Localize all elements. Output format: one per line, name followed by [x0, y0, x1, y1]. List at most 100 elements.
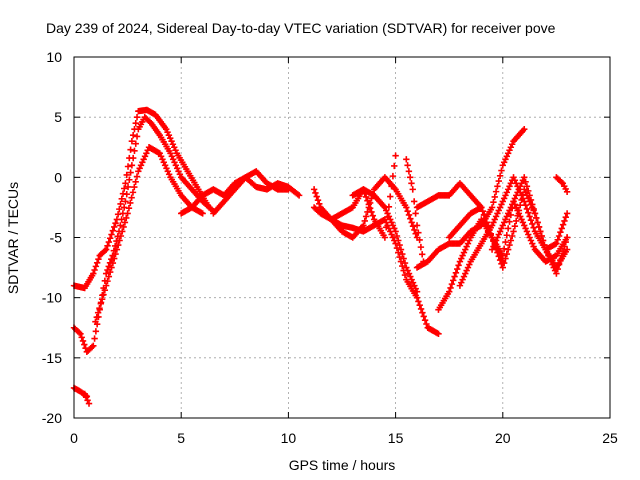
data-point [101, 247, 109, 254]
data-point [92, 318, 99, 325]
data-point [360, 222, 367, 229]
data-point [482, 215, 489, 222]
data-point [555, 232, 563, 240]
data-point [483, 219, 490, 226]
y-tick-label: -10 [42, 290, 62, 306]
data-point [109, 227, 117, 234]
data-point [123, 214, 130, 222]
data-point [563, 210, 571, 217]
data-point [450, 277, 457, 284]
data-point [122, 198, 129, 205]
y-tick-label: 5 [54, 109, 62, 125]
data-point [531, 210, 539, 217]
data-point [112, 250, 119, 258]
data-point [362, 193, 370, 201]
data-point [124, 163, 132, 170]
data-point [90, 342, 97, 349]
data-point [508, 232, 516, 240]
data-point [105, 273, 113, 280]
data-point [285, 186, 292, 193]
data-point [91, 335, 98, 342]
data-point [120, 223, 127, 231]
data-point [106, 235, 114, 242]
data-point [361, 217, 368, 225]
data-point [368, 208, 375, 216]
data-point [502, 238, 509, 246]
data-point [525, 209, 532, 216]
data-point [404, 162, 411, 169]
data-point [128, 162, 136, 169]
series-track-17 [456, 174, 571, 289]
x-tick-label: 15 [388, 430, 404, 446]
data-point [480, 211, 488, 219]
data-point [111, 255, 118, 262]
data-point [92, 328, 100, 335]
series-track-18 [488, 198, 571, 265]
data-point [392, 152, 399, 159]
x-axis-label: GPS time / hours [289, 457, 396, 473]
data-point [504, 225, 512, 232]
data-point [88, 343, 96, 351]
data-point [503, 250, 511, 258]
series-track-11 [349, 152, 399, 241]
series-track-2 [70, 113, 217, 356]
data-point [383, 224, 390, 231]
data-point [395, 237, 402, 244]
data-point [553, 270, 560, 277]
data-point [108, 231, 115, 238]
data-point [412, 210, 419, 217]
data-point [112, 220, 119, 227]
data-point [452, 269, 460, 277]
chart-title: Day 239 of 2024, Sidereal Day-to-day VTE… [46, 20, 556, 36]
data-point [488, 234, 496, 241]
data-point [416, 301, 423, 309]
data-point [388, 183, 395, 190]
y-tick-label: -5 [50, 230, 63, 246]
data-point [199, 210, 206, 217]
data-point [118, 216, 125, 223]
data-point [522, 201, 529, 209]
data-point [109, 259, 117, 267]
data-point [455, 262, 462, 269]
data-point [133, 113, 141, 121]
x-tick-label: 20 [495, 430, 511, 446]
x-tick-label: 25 [602, 430, 618, 446]
data-point [494, 249, 501, 256]
data-point [365, 201, 372, 208]
data-point [314, 196, 322, 204]
data-point [504, 246, 512, 253]
data-point [313, 193, 320, 200]
ticks-layer: 0 5 10 15 20 25 10 5 0 -5 -10 -15 -20 [42, 49, 618, 446]
data-point [400, 255, 407, 262]
data-point [510, 228, 517, 235]
data-point [75, 329, 83, 336]
data-point [496, 256, 504, 264]
data-point [553, 240, 560, 247]
data-point [104, 277, 111, 285]
y-tick-label: 10 [46, 49, 62, 65]
data-point [360, 186, 367, 193]
series-track-7 [210, 168, 292, 217]
data-point [448, 280, 456, 288]
data-point [405, 211, 413, 219]
data-point [507, 237, 515, 244]
data-point [558, 252, 565, 259]
data-point [554, 236, 561, 243]
data-point [91, 266, 98, 274]
data-point [447, 284, 454, 292]
y-tick-label: 0 [54, 169, 62, 185]
data-point [403, 204, 410, 211]
data-point [124, 183, 132, 191]
data-point [491, 193, 498, 201]
x-tick-label: 10 [281, 430, 297, 446]
data-point [108, 264, 115, 271]
data-point [393, 232, 401, 240]
data-point [419, 309, 426, 316]
data-point [96, 304, 103, 312]
x-tick-label: 5 [177, 430, 185, 446]
data-point [117, 222, 124, 229]
data-point [517, 201, 524, 209]
data-point [310, 186, 318, 193]
data-point [90, 270, 97, 277]
data-point [423, 320, 430, 328]
